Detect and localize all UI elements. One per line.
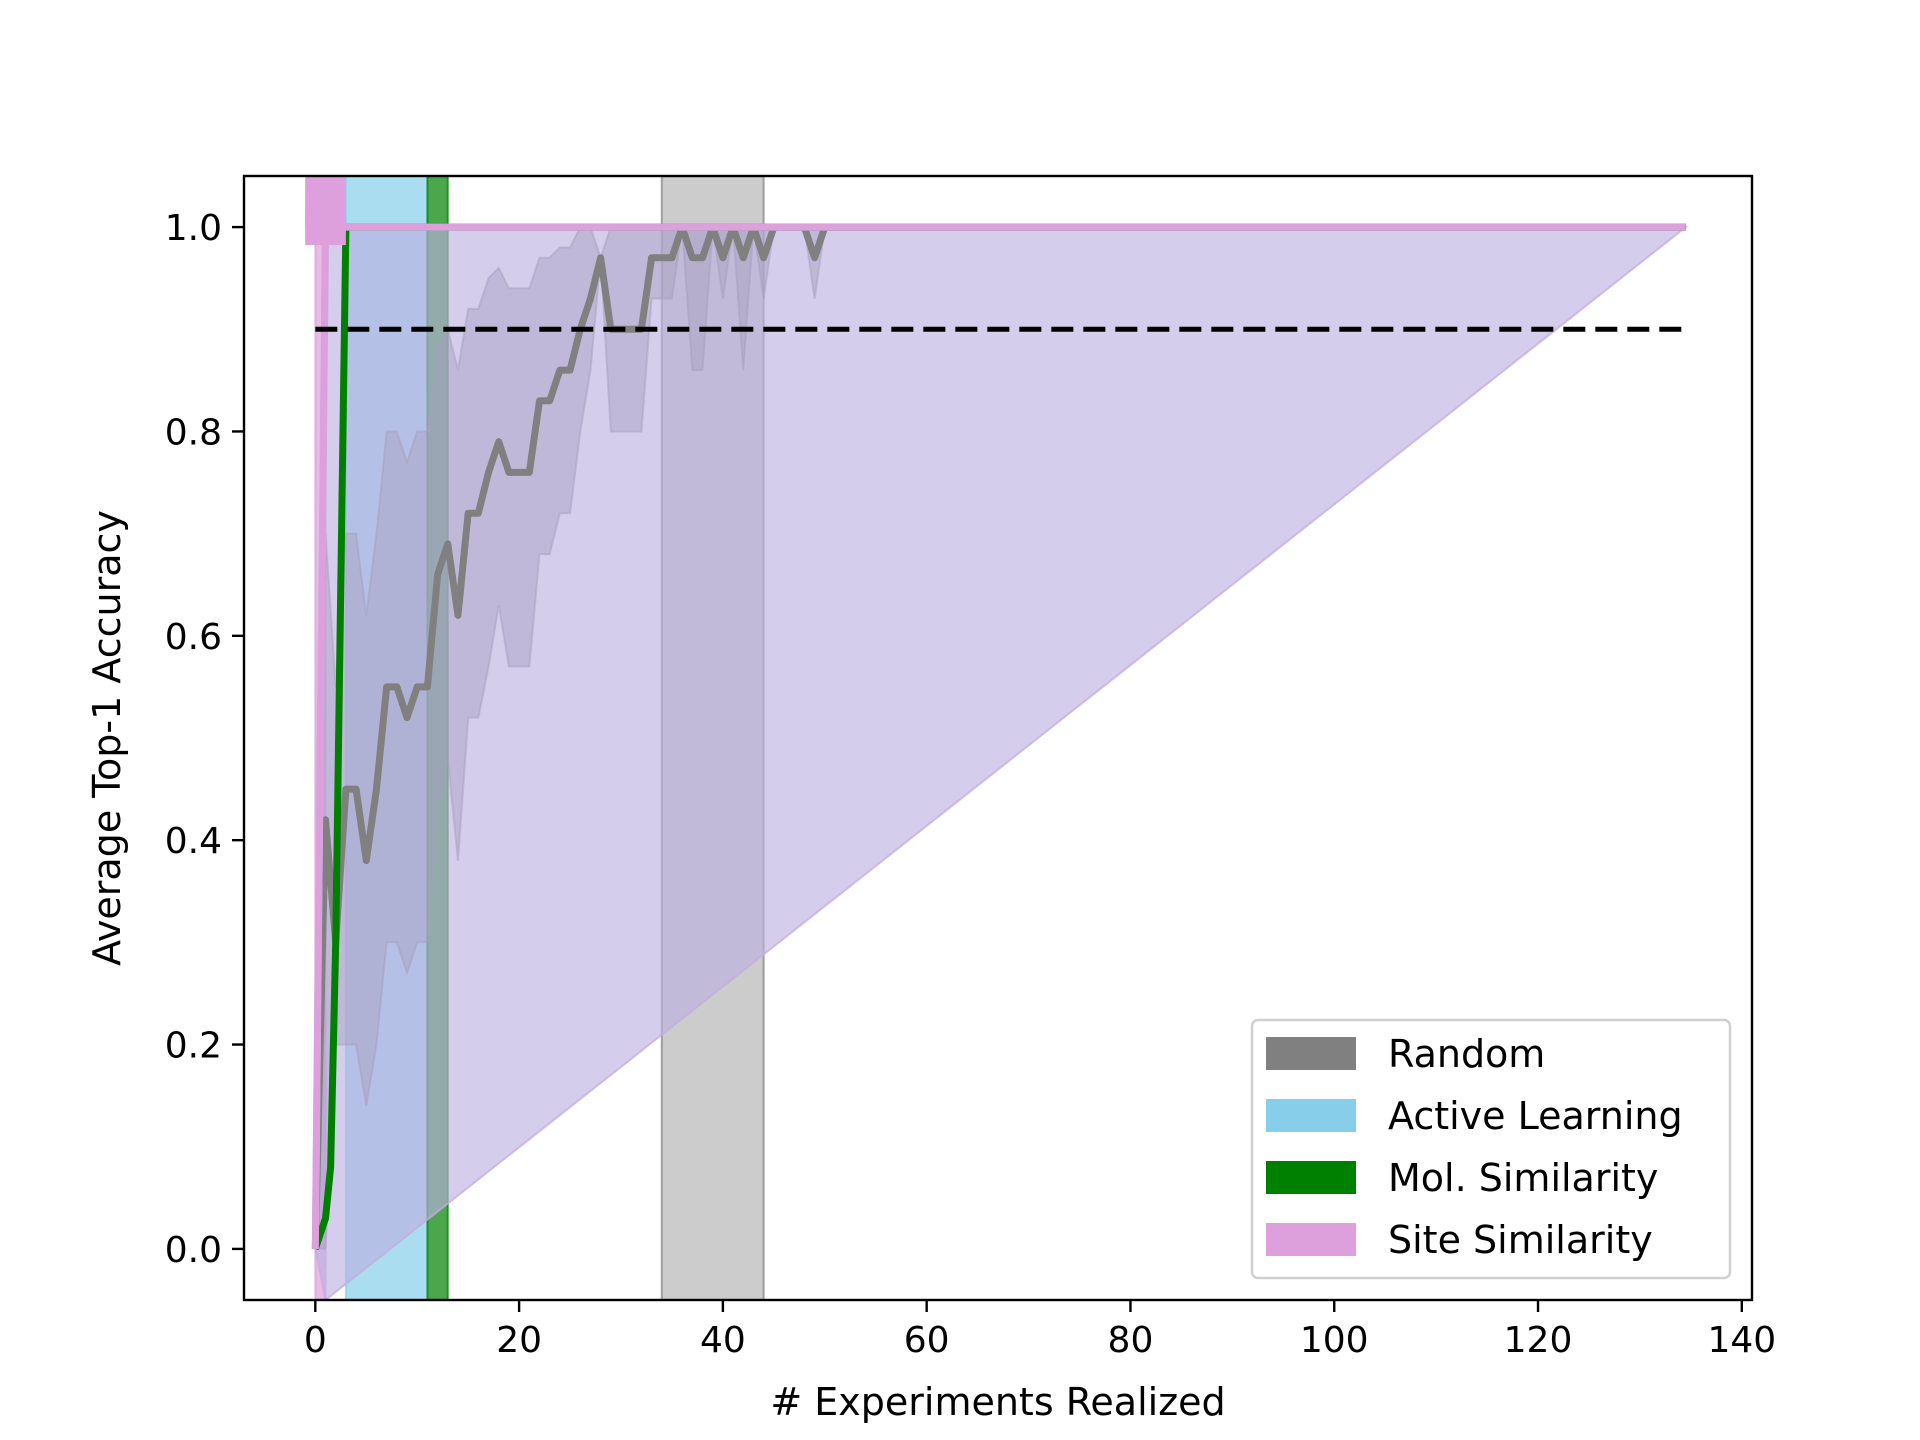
- x-tick-label: 140: [1707, 1320, 1776, 1361]
- random-span: [660, 176, 765, 1300]
- active-learning-legend-label: Active Learning: [1388, 1094, 1683, 1138]
- legend-box: [1250, 1018, 1732, 1280]
- x-tick-label: 20: [496, 1320, 542, 1361]
- plot-area-frame: [242, 174, 1754, 1302]
- y-axis: 0.0 0.2 0.4 0.6 0.8 1.0: [165, 208, 244, 1271]
- y-tick-label: 0.4: [165, 821, 222, 862]
- y-tick-label: 0.0: [165, 1230, 222, 1271]
- y-tick-label: 1.0: [165, 208, 222, 249]
- y-tick-label: 0.8: [165, 412, 222, 453]
- confidence-bands: [314, 226, 1689, 1300]
- x-tick-label: 40: [700, 1320, 746, 1361]
- mol-similarity-span: [426, 176, 449, 1300]
- x-tick-label: 120: [1504, 1320, 1573, 1361]
- site-similarity-legend-swatch: [1266, 1223, 1356, 1256]
- mol-similarity-legend-label: Mol. Similarity: [1388, 1156, 1658, 1200]
- active-learning-span: [344, 176, 429, 1300]
- x-tick-label: 80: [1108, 1320, 1154, 1361]
- y-tick-label: 0.2: [165, 1026, 222, 1067]
- y-axis-label: Average Top-1 Accuracy: [85, 510, 129, 966]
- random-legend-label: Random: [1388, 1032, 1545, 1076]
- site-similarity-marker-top: [305, 176, 346, 228]
- x-tick-label: 0: [304, 1320, 327, 1361]
- mol-similarity-legend-swatch: [1266, 1161, 1356, 1194]
- x-tick-label: 100: [1300, 1320, 1369, 1361]
- random-band: [314, 226, 1686, 1250]
- random-legend-swatch: [1266, 1037, 1356, 1070]
- active-learning-legend-swatch: [1266, 1099, 1356, 1132]
- y-tick-label: 0.6: [165, 617, 222, 658]
- x-tick-label: 60: [904, 1320, 950, 1361]
- x-axis: 0 20 40 60 80 100 120 140: [304, 1300, 1776, 1361]
- site-similarity-legend-label: Site Similarity: [1388, 1218, 1653, 1262]
- x-axis-label: # Experiments Realized: [770, 1380, 1225, 1424]
- legend: Random Active Learning Mol. Similarity Site…: [1250, 1018, 1732, 1280]
- series-lines: [305, 176, 1686, 1251]
